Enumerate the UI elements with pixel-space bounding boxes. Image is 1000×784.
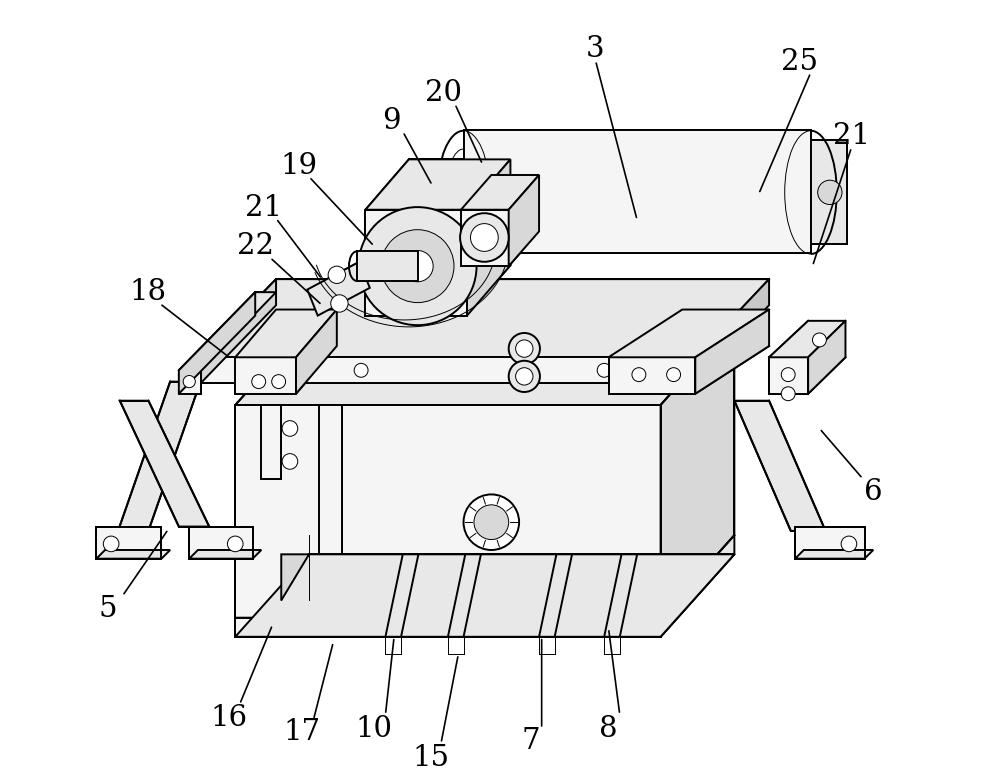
Text: 20: 20 [425, 78, 462, 107]
Polygon shape [189, 527, 253, 559]
Polygon shape [201, 279, 276, 383]
Text: 19: 19 [280, 152, 317, 180]
Polygon shape [179, 370, 201, 394]
Polygon shape [609, 310, 769, 358]
Polygon shape [357, 252, 418, 281]
Polygon shape [769, 321, 845, 358]
Polygon shape [769, 358, 808, 394]
Circle shape [474, 505, 509, 539]
Text: 18: 18 [130, 278, 167, 307]
Polygon shape [795, 527, 865, 559]
Circle shape [667, 368, 681, 382]
Circle shape [359, 207, 477, 325]
Polygon shape [448, 554, 481, 637]
Circle shape [272, 375, 286, 389]
Circle shape [597, 363, 611, 377]
Polygon shape [464, 130, 811, 253]
Polygon shape [235, 535, 734, 637]
Polygon shape [201, 279, 769, 358]
Text: 9: 9 [382, 107, 401, 135]
Polygon shape [120, 401, 209, 527]
Circle shape [331, 295, 348, 312]
Polygon shape [235, 322, 734, 405]
Text: 21: 21 [245, 194, 282, 222]
Polygon shape [96, 527, 161, 559]
Polygon shape [296, 310, 337, 394]
Circle shape [282, 454, 298, 470]
Circle shape [781, 387, 795, 401]
Polygon shape [467, 159, 510, 316]
Circle shape [103, 536, 119, 552]
Circle shape [402, 251, 433, 281]
Polygon shape [795, 550, 873, 559]
Circle shape [464, 495, 519, 550]
Polygon shape [235, 405, 661, 618]
Polygon shape [307, 262, 370, 316]
Circle shape [460, 213, 509, 262]
Circle shape [354, 363, 368, 377]
Circle shape [381, 230, 454, 303]
Text: 22: 22 [237, 232, 274, 260]
Polygon shape [201, 358, 695, 383]
Polygon shape [235, 554, 734, 637]
Circle shape [183, 376, 195, 387]
Polygon shape [461, 209, 509, 266]
Polygon shape [189, 550, 261, 559]
Circle shape [509, 361, 540, 392]
Circle shape [516, 340, 533, 358]
Circle shape [328, 266, 345, 284]
Circle shape [252, 375, 266, 389]
Polygon shape [281, 554, 309, 601]
Polygon shape [695, 279, 769, 383]
Circle shape [282, 421, 298, 436]
Polygon shape [96, 550, 170, 559]
Circle shape [516, 368, 533, 385]
Polygon shape [695, 310, 769, 394]
Polygon shape [235, 358, 296, 394]
Circle shape [227, 536, 243, 552]
Circle shape [812, 333, 826, 347]
Text: 10: 10 [356, 715, 393, 742]
Polygon shape [319, 405, 342, 554]
Polygon shape [811, 140, 847, 245]
Polygon shape [261, 405, 281, 479]
Polygon shape [734, 401, 826, 531]
Text: 7: 7 [521, 727, 540, 755]
Text: 6: 6 [864, 477, 883, 506]
Polygon shape [179, 292, 255, 394]
Polygon shape [365, 209, 467, 316]
Text: 21: 21 [833, 122, 870, 150]
Circle shape [632, 368, 646, 382]
Polygon shape [461, 175, 539, 209]
Polygon shape [118, 382, 201, 531]
Polygon shape [539, 554, 572, 637]
Polygon shape [179, 292, 276, 370]
Circle shape [841, 536, 857, 552]
Polygon shape [385, 554, 418, 637]
Polygon shape [509, 175, 539, 266]
Text: 25: 25 [781, 48, 818, 76]
Circle shape [470, 223, 498, 252]
Polygon shape [235, 618, 661, 637]
Text: 16: 16 [211, 703, 248, 731]
Polygon shape [808, 321, 845, 394]
Polygon shape [609, 358, 695, 394]
Polygon shape [235, 310, 337, 358]
Polygon shape [661, 322, 734, 618]
Text: 3: 3 [586, 35, 605, 64]
Text: 8: 8 [599, 715, 618, 742]
Circle shape [818, 180, 842, 205]
Polygon shape [604, 554, 637, 637]
Text: 15: 15 [412, 744, 449, 772]
Circle shape [509, 333, 540, 365]
Polygon shape [365, 159, 510, 209]
Circle shape [781, 368, 795, 382]
Text: 5: 5 [98, 595, 117, 623]
Text: 17: 17 [284, 718, 321, 746]
